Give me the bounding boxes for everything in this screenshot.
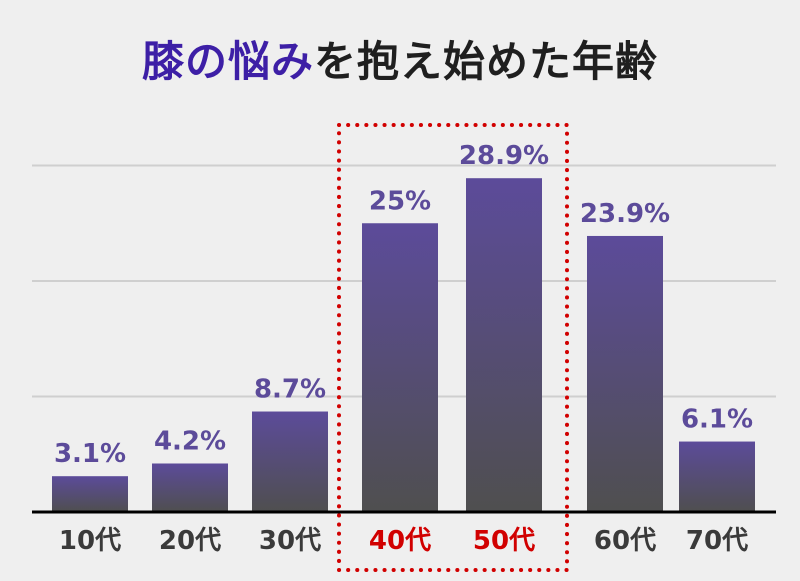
bar-1 <box>52 476 128 512</box>
bar-7 <box>679 441 755 512</box>
category-label-7: 70代 <box>686 526 748 556</box>
value-label-4: 25% <box>369 186 431 216</box>
bar-4 <box>362 223 438 512</box>
category-label-5: 50代 <box>473 526 535 556</box>
category-label-6: 60代 <box>594 526 656 556</box>
chart-title-rest: を抱え始めた年齢 <box>314 37 659 86</box>
value-label-5: 28.9% <box>459 141 549 171</box>
bar-3 <box>252 411 328 512</box>
bar-6 <box>587 235 663 512</box>
chart-title: 膝の悩みを抱え始めた年齢 <box>0 28 800 89</box>
bar-2 <box>152 463 228 512</box>
category-label-2: 20代 <box>159 526 221 556</box>
value-label-7: 6.1% <box>681 405 753 435</box>
category-label-1: 10代 <box>59 526 121 556</box>
value-label-3: 8.7% <box>254 375 326 405</box>
category-label-3: 30代 <box>259 526 321 556</box>
chart-title-highlight: 膝の悩み <box>141 37 314 86</box>
value-label-2: 4.2% <box>154 426 226 456</box>
value-label-6: 23.9% <box>580 199 670 229</box>
bar-5 <box>466 178 542 512</box>
value-label-1: 3.1% <box>54 439 126 469</box>
category-label-4: 40代 <box>369 526 431 556</box>
